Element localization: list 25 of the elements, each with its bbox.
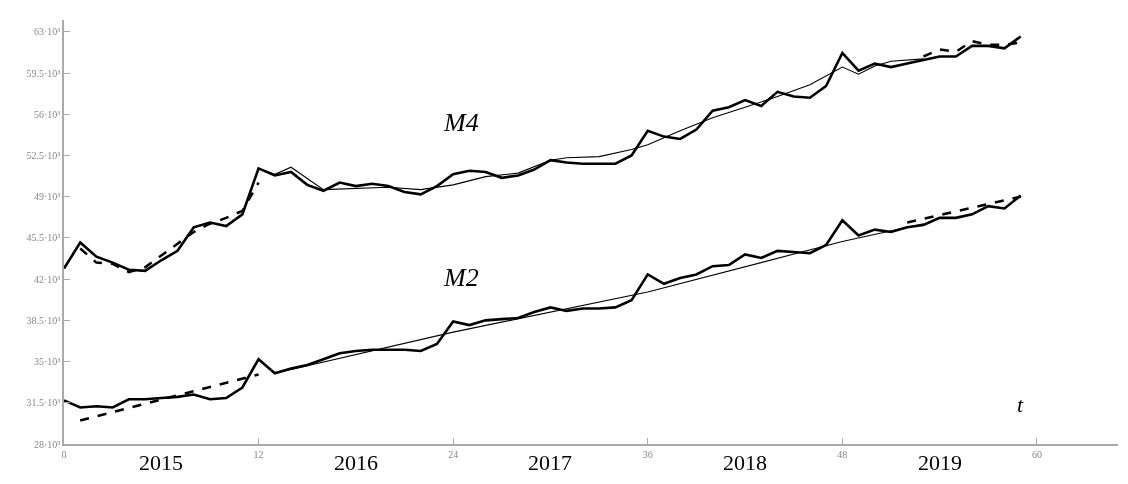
y-tick-label: 35·10³	[33, 356, 61, 368]
y-tick-label: 31.5·10³	[26, 397, 61, 409]
y-tick-label: 38.5·10³	[26, 314, 61, 326]
y-tick-label: 42·10³	[33, 273, 61, 285]
y-tick-label: 45.5·10³	[26, 232, 61, 244]
y-tick-label: 49·10³	[33, 191, 61, 203]
series-label: M2	[443, 263, 479, 292]
x-tick-label: 36	[642, 448, 653, 460]
text: 2016	[334, 450, 378, 475]
x-tick-label: 12	[253, 448, 264, 460]
y-tick-label: 56·10³	[33, 108, 61, 120]
series-label: M4	[443, 108, 479, 137]
x-axis-title: t	[1017, 392, 1024, 417]
x-tick-label: 60	[1031, 448, 1042, 460]
y-tick-label: 63·10³	[33, 26, 61, 38]
y-tick-label: 28·10³	[33, 438, 61, 450]
y-tick-label: 59.5·10³	[26, 67, 61, 79]
text: 2019	[918, 450, 962, 475]
text: 2017	[528, 450, 572, 475]
x-tick-label: 0	[61, 448, 67, 460]
text: 2015	[139, 450, 183, 475]
y-tick-label: 52.5·10³	[26, 149, 61, 161]
x-tick-label: 48	[837, 448, 848, 460]
text: 2018	[723, 450, 767, 475]
x-tick-label: 24	[448, 448, 459, 460]
